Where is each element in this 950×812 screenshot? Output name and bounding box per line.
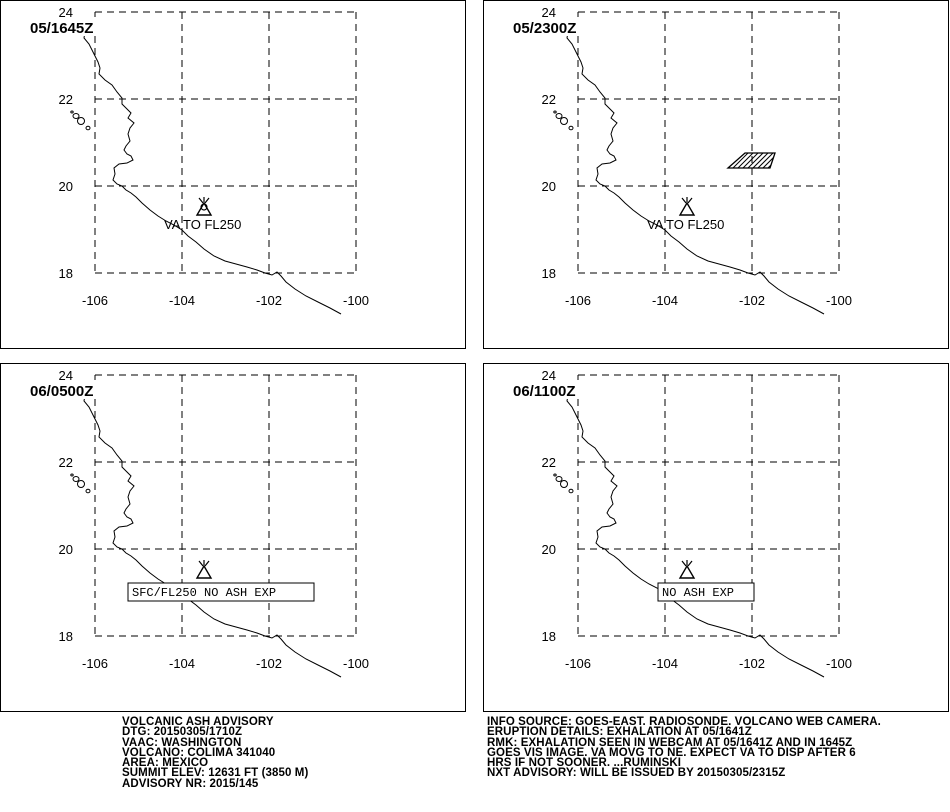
lat-tick-label: 24	[59, 5, 73, 20]
lon-tick-label: -100	[826, 293, 852, 308]
lat-tick-label: 18	[542, 266, 556, 281]
lon-tick-label: -102	[739, 293, 765, 308]
map-panel-1: 24 22 20 18 -106 -104 -102 -100 05/1645Z VA TO FL…	[0, 0, 466, 349]
remarks-line: GOES VIS IMAGE. VA MOVG TO NE. EXPECT VA…	[487, 746, 856, 759]
island	[568, 125, 574, 131]
lat-tick-label: 24	[542, 5, 556, 20]
advisory-line: VAAC: WASHINGTON	[122, 736, 242, 749]
ash-forecast-label: NO ASH EXP	[662, 586, 734, 600]
lon-tick-label: -100	[826, 656, 852, 671]
volcano-icon	[195, 197, 213, 216]
remarks-line: ERUPTION DETAILS: EXHALATION AT 05/1641Z	[487, 726, 752, 739]
coastline	[564, 384, 825, 678]
map-svg: 24 22 20 18 -106 -104 -102 -100 06/1100Z NO ASH E…	[483, 363, 949, 712]
advisory-line: VOLCANO: COLIMA 341040	[122, 746, 276, 759]
island	[85, 125, 91, 131]
lat-tick-label: 24	[542, 368, 556, 383]
panel-title-bg	[28, 380, 110, 399]
lon-tick-label: -106	[565, 656, 591, 671]
lat-tick-label: 20	[59, 179, 73, 194]
panel-title: 06/0500Z	[30, 383, 93, 400]
map-panel-3: 24 22 20 18 -106 -104 -102 -100 06/0500Z SFC/FL25…	[0, 363, 466, 712]
island	[560, 480, 568, 488]
lat-tick-label: 24	[59, 368, 73, 383]
coastline	[81, 384, 342, 678]
ash-area	[726, 152, 776, 169]
map-panel-4: 24 22 20 18 -106 -104 -102 -100 06/1100Z NO ASH E…	[483, 363, 949, 712]
lon-tick-label: -100	[343, 293, 369, 308]
ash-height-label: VA TO FL250	[647, 217, 724, 232]
lat-tick-label: 18	[59, 629, 73, 644]
volcano-icon	[678, 560, 696, 579]
island	[77, 480, 85, 488]
panel-title: 05/1645Z	[30, 20, 93, 37]
lon-tick-label: -104	[652, 293, 678, 308]
ash-forecast-box: SFC/FL250 NO ASH EXP	[127, 582, 315, 602]
island	[70, 473, 74, 477]
remarks-info: INFO SOURCE: GOES-EAST. RADIOSONDE. VOLC…	[487, 716, 881, 780]
lat-tick-label: 22	[59, 455, 73, 470]
volcano-icon	[678, 197, 696, 216]
coastline	[564, 21, 825, 315]
remarks-line: HRS IF NOT SOONER. ...RUMINSKI	[487, 757, 682, 770]
panel-title: 06/1100Z	[513, 383, 576, 400]
island	[560, 117, 568, 125]
advisory-info: VOLCANIC ASH ADVISORY DTG: 20150305/1710…	[122, 716, 309, 790]
island	[553, 473, 557, 477]
panel-frame	[483, 0, 949, 349]
lat-tick-label: 20	[542, 542, 556, 557]
island	[72, 113, 80, 119]
lon-tick-label: -104	[169, 656, 195, 671]
lon-tick-label: -104	[169, 293, 195, 308]
lon-tick-label: -102	[739, 656, 765, 671]
ash-forecast-box: NO ASH EXP	[657, 582, 755, 602]
panel-frame	[0, 363, 466, 712]
panel-title-bg	[28, 17, 110, 36]
panel-title: 05/2300Z	[513, 20, 576, 37]
lat-tick-label: 22	[542, 455, 556, 470]
island	[70, 110, 74, 114]
island	[555, 476, 563, 482]
lon-tick-label: -100	[343, 656, 369, 671]
ash-height-label: VA TO FL250	[164, 217, 241, 232]
lon-tick-label: -102	[256, 656, 282, 671]
lon-tick-label: -106	[82, 656, 108, 671]
lon-tick-label: -106	[565, 293, 591, 308]
remarks-line: RMK: EXHALATION SEEN IN WEBCAM AT 05/164…	[487, 736, 853, 749]
ash-forecast-label: SFC/FL250 NO ASH EXP	[132, 586, 276, 600]
advisory-line: SUMMIT ELEV: 12631 FT (3850 M)	[122, 767, 309, 780]
island	[553, 110, 557, 114]
lat-tick-label: 18	[542, 629, 556, 644]
panel-frame	[0, 0, 466, 349]
remarks-line: INFO SOURCE: GOES-EAST. RADIOSONDE. VOLC…	[487, 716, 881, 728]
panel-title-bg	[511, 17, 593, 36]
panel-title-bg	[511, 380, 593, 399]
advisory-line: ADVISORY NR: 2015/145	[122, 777, 259, 790]
lon-tick-label: -102	[256, 293, 282, 308]
volcano-icon	[195, 560, 213, 579]
panel-frame	[483, 363, 949, 712]
map-svg: 24 22 20 18 -106 -104 -102 -100 06/0500Z SFC/FL25…	[0, 363, 466, 712]
lon-tick-label: -104	[652, 656, 678, 671]
advisory-line: VOLCANIC ASH ADVISORY	[122, 716, 274, 728]
lat-tick-label: 22	[542, 92, 556, 107]
map-svg: 24 22 20 18 -106 -104 -102 -100 05/1645Z VA TO FL…	[0, 0, 466, 349]
lat-tick-label: 20	[59, 542, 73, 557]
coastline	[81, 21, 342, 315]
island	[555, 113, 563, 119]
advisory-line: DTG: 20150305/1710Z	[122, 726, 243, 739]
map-svg: 24 22 20 18 -106 -104 -102 -100 05/2300Z VA TO FL…	[483, 0, 949, 349]
lat-tick-label: 18	[59, 266, 73, 281]
island	[568, 488, 574, 494]
island	[85, 488, 91, 494]
map-panel-2: 24 22 20 18 -106 -104 -102 -100 05/2300Z VA TO FL…	[483, 0, 949, 349]
remarks-line: NXT ADVISORY: WILL BE ISSUED BY 20150305…	[487, 767, 786, 780]
lon-tick-label: -106	[82, 293, 108, 308]
island	[77, 117, 85, 125]
lat-tick-label: 20	[542, 179, 556, 194]
island	[72, 476, 80, 482]
lat-tick-label: 22	[59, 92, 73, 107]
advisory-line: AREA: MEXICO	[122, 757, 209, 770]
